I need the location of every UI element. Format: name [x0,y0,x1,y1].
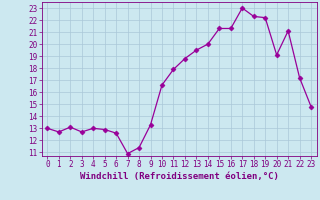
X-axis label: Windchill (Refroidissement éolien,°C): Windchill (Refroidissement éolien,°C) [80,172,279,181]
